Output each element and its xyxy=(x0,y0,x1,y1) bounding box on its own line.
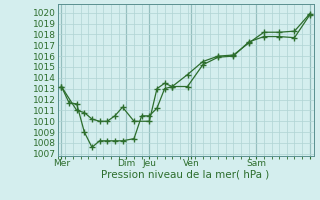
X-axis label: Pression niveau de la mer( hPa ): Pression niveau de la mer( hPa ) xyxy=(101,169,270,179)
